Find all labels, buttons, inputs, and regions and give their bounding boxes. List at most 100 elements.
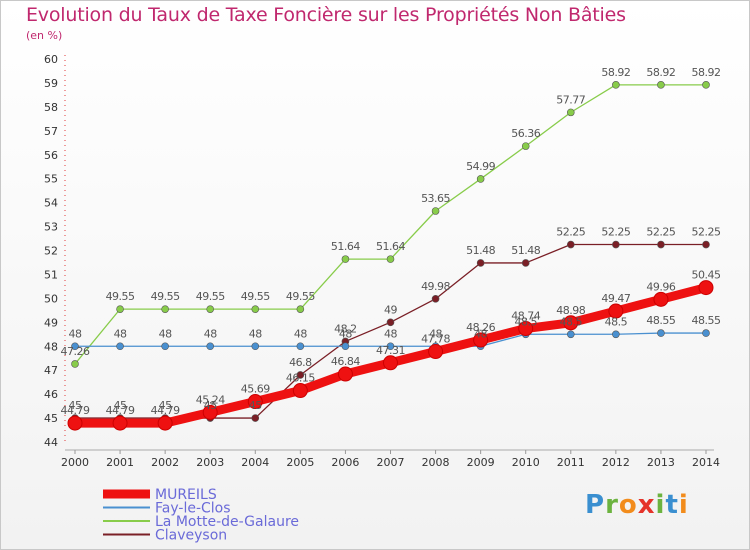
- y-tick-label: 47: [44, 364, 58, 377]
- data-label: 49.55: [196, 290, 225, 303]
- data-label: 48.26: [466, 321, 495, 334]
- data-label: 48: [429, 327, 442, 340]
- y-tick-label: 52: [44, 245, 58, 258]
- data-point: [296, 371, 305, 379]
- y-tick-label: 58: [44, 101, 58, 114]
- data-label: 50.45: [692, 269, 721, 282]
- y-tick-label: 56: [44, 149, 58, 162]
- data-point: [612, 81, 620, 89]
- data-label: 48.74: [511, 310, 540, 323]
- data-label: 44.79: [106, 404, 135, 417]
- data-point: [161, 305, 169, 313]
- data-label: 49.98: [421, 280, 450, 293]
- data-label: 48: [204, 327, 217, 340]
- x-tick-label: 2009: [467, 456, 495, 469]
- unit-label: (en %): [26, 29, 63, 42]
- data-point: [612, 240, 620, 249]
- data-label: 48: [339, 327, 352, 340]
- data-point: [566, 330, 575, 339]
- data-point: [292, 383, 308, 399]
- data-point: [657, 81, 665, 89]
- data-label: 48.5: [514, 315, 537, 328]
- data-label: 52.25: [646, 226, 675, 239]
- y-tick-label: 54: [44, 197, 58, 210]
- data-label: 53.65: [421, 192, 450, 205]
- data-label: 45: [114, 399, 127, 412]
- series-la-motte-de-galaure: [71, 81, 710, 368]
- data-point: [702, 81, 710, 89]
- data-label: 45.24: [196, 393, 225, 406]
- data-point: [521, 259, 530, 267]
- data-label: 49.55: [286, 290, 315, 303]
- data-label: 49.96: [646, 280, 675, 293]
- data-point: [702, 240, 710, 249]
- data-point: [521, 142, 530, 150]
- chart-title: Evolution du Taux de Taxe Foncière sur l…: [26, 4, 626, 26]
- data-point: [251, 342, 260, 351]
- data-point: [612, 330, 620, 339]
- data-label: 51.48: [466, 244, 495, 257]
- logo-letter: i: [655, 490, 666, 520]
- data-label: 58.92: [692, 66, 721, 79]
- data-point: [202, 404, 218, 420]
- legend-label: Fay-le-Clos: [155, 501, 231, 517]
- y-tick-label: 46: [44, 388, 58, 401]
- legend-label: La Motte-de-Galaure: [155, 514, 299, 530]
- data-label: 48: [384, 327, 397, 340]
- data-label: 51.64: [331, 240, 360, 253]
- data-point: [428, 344, 444, 360]
- data-label: 45: [204, 399, 217, 412]
- data-label: 47.78: [421, 333, 450, 346]
- data-label: 49: [384, 303, 397, 316]
- y-tick-label: 53: [44, 221, 58, 234]
- data-point: [71, 342, 79, 351]
- data-point: [296, 342, 305, 351]
- data-point: [476, 175, 485, 183]
- legend-item: Claveyson: [103, 528, 227, 544]
- data-point: [161, 342, 169, 351]
- data-point: [206, 342, 215, 351]
- data-point: [71, 360, 79, 368]
- data-label: 46.15: [286, 372, 315, 385]
- data-point: [566, 108, 575, 117]
- data-point: [247, 394, 263, 410]
- data-label: 49.47: [601, 292, 630, 305]
- legend-item: MUREILS: [103, 487, 217, 503]
- logo-letter: o: [618, 490, 638, 520]
- data-label: 48: [159, 327, 172, 340]
- data-label: 48.5: [560, 315, 583, 328]
- data-labels: 44.79 44.79 44.79 45.24 45.69 46.15 46.84 47.31…: [61, 66, 722, 417]
- x-tick-label: 2003: [196, 456, 224, 469]
- data-point: [566, 240, 575, 249]
- data-label: 45: [249, 399, 262, 412]
- data-point: [702, 329, 710, 337]
- x-tick-label: 2001: [106, 456, 134, 469]
- data-point: [383, 355, 398, 371]
- data-point: [431, 295, 440, 303]
- data-point: [116, 342, 124, 351]
- data-label: 52.25: [601, 226, 630, 239]
- data-label: 48: [114, 327, 127, 340]
- data-label: 58.92: [601, 66, 630, 79]
- logo-letter: i: [678, 490, 689, 520]
- data-point: [698, 280, 714, 296]
- data-point: [67, 415, 83, 431]
- data-label: 48.5: [605, 315, 628, 328]
- x-tick-label: 2007: [377, 456, 405, 469]
- x-tick-label: 2008: [422, 456, 450, 469]
- y-tick-label: 45: [44, 412, 58, 425]
- data-label: 54.99: [466, 160, 495, 173]
- data-label: 58.92: [646, 66, 675, 79]
- data-point: [296, 305, 305, 313]
- x-tick-label: 2011: [557, 456, 585, 469]
- data-label: 45: [69, 399, 82, 412]
- data-label: 44.79: [61, 404, 90, 417]
- data-label: 51.64: [376, 240, 405, 253]
- data-label: 45.69: [241, 383, 270, 396]
- data-point: [341, 255, 350, 263]
- data-point: [431, 207, 440, 215]
- data-point: [251, 305, 260, 313]
- data-label: 52.25: [692, 226, 721, 239]
